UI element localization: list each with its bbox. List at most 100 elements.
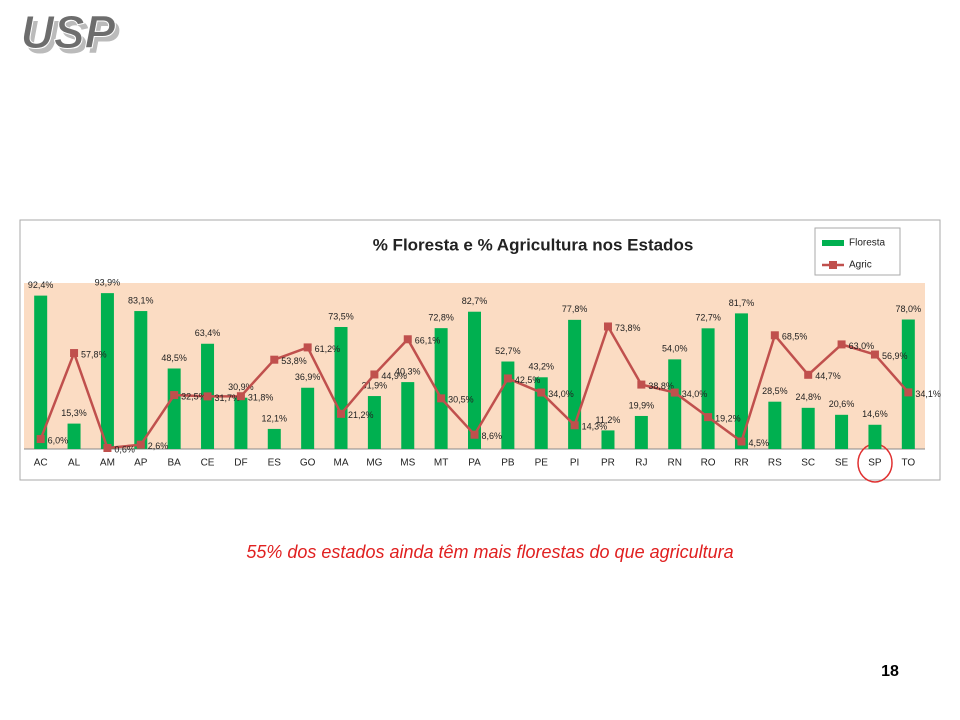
line-marker (770, 331, 779, 340)
bar (601, 430, 615, 449)
x-tick-label: RJ (635, 458, 647, 469)
bar-value-label: 43,2% (528, 362, 554, 372)
line-value-label: 30,5% (448, 395, 474, 405)
line-marker (637, 380, 646, 389)
x-tick-label: MS (400, 458, 415, 469)
legend-label: Agric (849, 260, 872, 271)
bar (634, 415, 648, 449)
x-tick-label: GO (300, 458, 316, 469)
bar-value-label: 93,9% (95, 278, 121, 288)
bar (768, 401, 782, 449)
x-tick-label: DF (234, 458, 247, 469)
x-tick-label: RR (734, 458, 748, 469)
x-tick-label: BA (167, 458, 181, 469)
x-tick-label: MA (334, 458, 349, 469)
line-marker (103, 444, 112, 453)
line-marker (236, 392, 245, 401)
line-value-label: 42,5% (515, 375, 541, 385)
x-tick-label: AM (100, 458, 115, 469)
x-tick-label: PA (468, 458, 481, 469)
line-value-label: 68,5% (782, 332, 808, 342)
x-tick-label: PB (501, 458, 515, 469)
bar (534, 377, 548, 449)
line-marker (70, 349, 79, 358)
x-tick-label: SP (868, 458, 882, 469)
line-value-label: 8,6% (482, 431, 503, 441)
line-marker (503, 374, 512, 383)
bar (67, 423, 81, 449)
x-tick-label: CE (201, 458, 215, 469)
x-tick-label: SC (801, 458, 815, 469)
line-value-label: 2,6% (148, 441, 169, 451)
bar-value-label: 78,0% (896, 304, 922, 314)
x-tick-label: RS (768, 458, 782, 469)
x-tick-label: RO (701, 458, 716, 469)
line-marker (537, 388, 546, 397)
line-value-label: 34,0% (548, 389, 574, 399)
line-value-label: 56,9% (882, 351, 908, 361)
bar-value-label: 12,1% (262, 413, 288, 423)
line-value-label: 32,5% (181, 391, 207, 401)
chart-title: % Floresta e % Agricultura nos Estados (373, 235, 694, 254)
bar-value-label: 92,4% (28, 280, 54, 290)
line-marker (870, 350, 879, 359)
bar (734, 313, 748, 449)
x-tick-label: PI (570, 458, 579, 469)
bar-value-label: 52,7% (495, 346, 521, 356)
x-tick-label: SE (835, 458, 849, 469)
bar-value-label: 73,5% (328, 311, 354, 321)
x-tick-label: ES (268, 458, 282, 469)
legend-label: Floresta (849, 238, 886, 249)
line-value-label: 31,7% (215, 393, 241, 403)
bar-value-label: 24,8% (795, 392, 821, 402)
bar-value-label: 30,9% (228, 382, 254, 392)
x-tick-label: AC (34, 458, 48, 469)
bar-value-label: 54,0% (662, 344, 688, 354)
bar (901, 319, 915, 449)
x-tick-label: PR (601, 458, 615, 469)
bar (301, 387, 315, 449)
bar (367, 396, 381, 449)
bar-value-label: 15,3% (61, 408, 87, 418)
line-marker (470, 430, 479, 439)
bar-value-label: 36,9% (295, 372, 321, 382)
bar (334, 326, 348, 449)
bar-value-label: 82,7% (462, 296, 488, 306)
line-marker (370, 370, 379, 379)
line-value-label: 19,2% (715, 414, 741, 424)
bar-value-label: 83,1% (128, 295, 154, 305)
bar-value-label: 81,7% (729, 298, 755, 308)
line-marker (804, 370, 813, 379)
x-tick-label: TO (901, 458, 915, 469)
bar (134, 311, 148, 449)
line-marker (136, 440, 145, 449)
bar-value-label: 77,8% (562, 304, 588, 314)
line-value-label: 31,8% (248, 393, 274, 403)
line-marker (837, 340, 846, 349)
line-value-label: 4,5% (748, 438, 769, 448)
line-value-label: 63,0% (849, 341, 875, 351)
bar-value-label: 72,7% (695, 313, 721, 323)
line-marker (337, 409, 346, 418)
page-number: 18 (881, 663, 899, 680)
line-value-label: 44,9% (381, 371, 407, 381)
x-tick-label: MG (366, 458, 382, 469)
line-marker (570, 421, 579, 430)
line-value-label: 6,0% (48, 435, 69, 445)
line-marker (36, 435, 45, 444)
line-marker (203, 392, 212, 401)
line-value-label: 34,0% (682, 389, 708, 399)
bar (434, 328, 448, 449)
line-marker (670, 388, 679, 397)
line-value-label: 61,2% (315, 344, 341, 354)
line-value-label: 0,6% (114, 444, 135, 454)
bar-value-label: 11,2% (596, 415, 621, 425)
line-marker (603, 322, 612, 331)
legend-swatch (829, 261, 837, 269)
line-value-label: 14,3% (582, 422, 608, 432)
bar (868, 424, 882, 449)
bar-value-label: 20,6% (829, 399, 855, 409)
bar (267, 428, 281, 449)
bar (167, 368, 181, 449)
